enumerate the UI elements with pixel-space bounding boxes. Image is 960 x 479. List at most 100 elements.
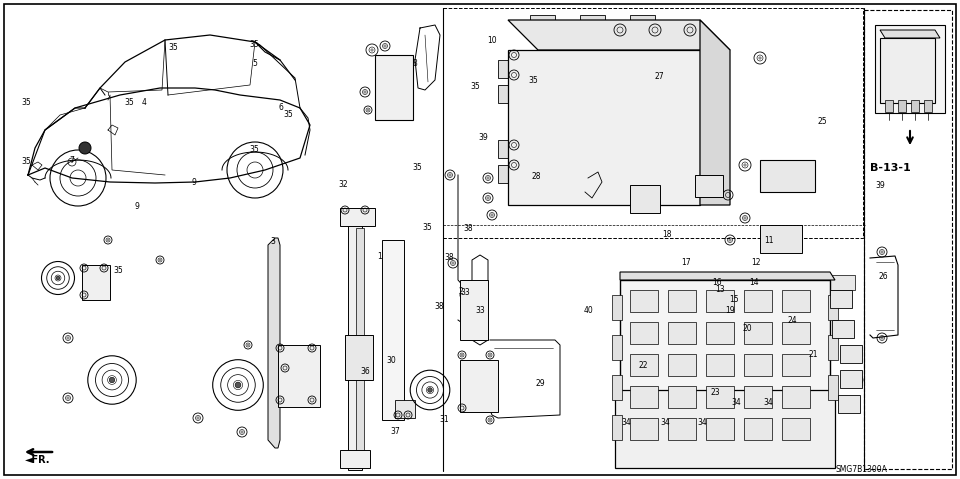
Bar [443,8,863,238]
Bar [706,290,734,312]
Bar [340,208,375,226]
Bar [530,15,555,23]
Text: 35: 35 [422,223,432,232]
Bar [744,322,772,344]
Text: 11: 11 [764,237,774,245]
Bar [612,335,622,360]
Bar [498,60,510,78]
Bar [630,185,660,213]
Bar [348,220,362,470]
Text: 35: 35 [470,82,480,91]
Text: SMG7B1300A: SMG7B1300A [835,466,887,475]
Text: 34: 34 [697,418,707,427]
Text: 27: 27 [655,72,664,81]
Bar [395,400,415,418]
Text: www.epcdata.ru: www.epcdata.ru [305,451,367,459]
Bar [830,275,855,290]
Polygon shape [620,272,835,280]
Bar [782,290,810,312]
Text: 38: 38 [464,225,473,233]
Text: 15: 15 [730,295,739,304]
Bar [630,322,658,344]
Bar [640,385,660,393]
Bar [828,335,838,360]
Bar [744,354,772,376]
Text: 26: 26 [878,273,888,281]
Text: www.epcdata.ru: www.epcdata.ru [564,178,626,186]
Text: 21: 21 [808,350,818,359]
Circle shape [235,382,241,388]
Bar [498,85,510,103]
Bar [782,386,810,408]
Polygon shape [700,20,730,205]
Bar [612,415,622,440]
Text: 34: 34 [660,418,670,427]
Circle shape [79,142,91,154]
Bar [630,290,658,312]
Bar [580,15,605,23]
Bar [706,386,734,408]
Bar [498,140,510,158]
Bar [840,370,862,388]
Bar [782,418,810,440]
Bar [740,385,760,393]
Bar [278,345,320,407]
Text: 5: 5 [252,59,257,68]
Bar [612,295,622,320]
Bar [612,375,622,400]
Text: 35: 35 [250,145,259,154]
Polygon shape [880,30,940,38]
Text: 3: 3 [271,238,276,246]
Text: 36: 36 [360,367,370,376]
Bar [630,386,658,408]
Text: 38: 38 [435,302,444,311]
Circle shape [109,377,115,383]
Text: 25: 25 [818,117,828,125]
Text: 35: 35 [283,111,293,119]
Text: 35: 35 [528,76,538,85]
Bar [832,320,854,338]
Bar [508,50,700,205]
Text: 19: 19 [725,306,734,315]
Text: www.epcdata.ru: www.epcdata.ru [36,77,98,86]
Bar [630,354,658,376]
Text: 1: 1 [377,252,382,261]
Bar [744,290,772,312]
Text: 14: 14 [749,278,758,287]
Bar [706,418,734,440]
Bar [695,175,723,197]
Polygon shape [268,238,280,448]
Text: 23: 23 [710,388,720,397]
Bar [668,322,696,344]
Bar [630,15,655,23]
Text: 12: 12 [751,259,760,267]
Text: 33: 33 [475,306,485,315]
Text: 16: 16 [712,278,722,287]
Bar [498,165,510,183]
Text: 35: 35 [125,99,134,107]
Text: www.epcdata.ru: www.epcdata.ru [833,178,895,186]
Text: 20: 20 [742,324,752,332]
Text: 28: 28 [532,172,541,181]
Bar [744,418,772,440]
Text: 10: 10 [488,36,497,45]
Text: www.epcdata.ru: www.epcdata.ru [36,269,98,277]
Polygon shape [508,20,730,50]
Bar [782,322,810,344]
Text: 35: 35 [21,158,31,166]
Bar [345,335,373,380]
Circle shape [428,388,432,392]
Bar [668,386,696,408]
Text: 7: 7 [69,156,74,165]
Text: ◄FR.: ◄FR. [25,455,51,465]
Bar [82,265,110,300]
Bar [615,390,835,468]
Text: 34: 34 [763,398,773,407]
Text: 4: 4 [142,99,147,107]
Bar [668,418,696,440]
Text: 9: 9 [192,178,197,186]
Text: 34: 34 [732,398,741,407]
Bar [840,345,862,363]
Text: 29: 29 [536,379,545,388]
Text: 35: 35 [168,44,178,52]
